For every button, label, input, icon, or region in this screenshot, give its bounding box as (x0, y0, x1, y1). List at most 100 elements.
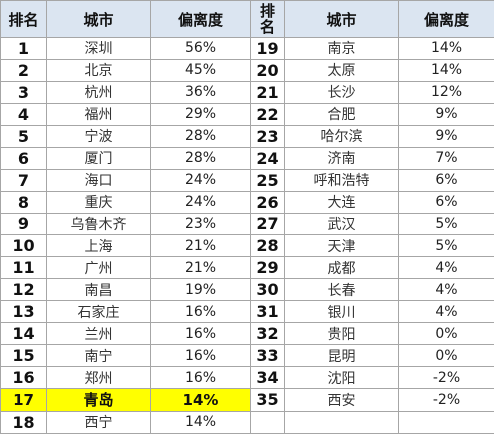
left-city-cell: 南昌 (46, 278, 151, 302)
left-deviation-cell: 36% (150, 80, 251, 104)
left-deviation-cell: 23% (150, 212, 251, 236)
right-rank-cell: 20 (250, 58, 285, 82)
left-city-cell: 宁波 (46, 124, 151, 148)
left-deviation-cell: 16% (150, 300, 251, 324)
left-rank-cell: 3 (0, 80, 47, 104)
table-row: 15 南宁 16% 33 昆明 0% (0, 344, 494, 368)
table-row: 11 广州 21% 29 成都 4% (0, 256, 494, 280)
left-city-cell: 北京 (46, 58, 151, 82)
table-row: 4 福州 29% 22 合肥 9% (0, 102, 494, 126)
right-deviation-cell: 9% (398, 102, 494, 126)
right-rank-cell: 27 (250, 212, 285, 236)
left-city-cell: 厦门 (46, 146, 151, 170)
right-deviation-cell: 12% (398, 80, 494, 104)
left-deviation-cell: 14% (150, 388, 251, 412)
left-city-cell: 深圳 (46, 37, 151, 60)
header-row: 排名 城市 偏离度 排名 城市 偏离度 (0, 0, 494, 38)
left-deviation-cell: 28% (150, 124, 251, 148)
table-row: 18 西宁 14% (0, 410, 494, 434)
right-city-cell: 大连 (284, 190, 399, 214)
left-city-cell: 福州 (46, 102, 151, 126)
right-deviation-cell: 0% (398, 322, 494, 346)
right-city-cell: 哈尔滨 (284, 124, 399, 148)
right-rank-cell: 26 (250, 190, 285, 214)
right-city-cell: 南京 (284, 37, 399, 60)
right-city-cell: 合肥 (284, 102, 399, 126)
left-deviation-cell: 16% (150, 344, 251, 368)
empty-cell (250, 410, 285, 434)
right-rank-cell: 35 (250, 388, 285, 412)
left-rank-cell: 8 (0, 190, 47, 214)
right-rank-cell: 30 (250, 278, 285, 302)
left-rank-cell: 14 (0, 322, 47, 346)
right-city-cell: 西安 (284, 388, 399, 412)
table-row: 8 重庆 24% 26 大连 6% (0, 190, 494, 214)
table-row: 7 海口 24% 25 呼和浩特 6% (0, 168, 494, 192)
left-city-cell: 广州 (46, 256, 151, 280)
left-deviation-cell: 14% (150, 410, 251, 434)
right-rank-cell: 29 (250, 256, 285, 280)
left-rank-cell: 15 (0, 344, 47, 368)
left-rank-cell: 6 (0, 146, 47, 170)
right-city-cell: 长沙 (284, 80, 399, 104)
left-rank-cell: 18 (0, 410, 47, 434)
left-city-cell: 南宁 (46, 344, 151, 368)
right-city-cell: 太原 (284, 58, 399, 82)
left-city-cell: 重庆 (46, 190, 151, 214)
right-city-cell: 成都 (284, 256, 399, 280)
left-deviation-cell: 19% (150, 278, 251, 302)
right-city-cell: 长春 (284, 278, 399, 302)
left-rank-cell: 4 (0, 102, 47, 126)
right-city-cell: 银川 (284, 300, 399, 324)
table-row: 5 宁波 28% 23 哈尔滨 9% (0, 124, 494, 148)
left-deviation-cell: 21% (150, 234, 251, 258)
right-deviation-cell: 7% (398, 146, 494, 170)
left-deviation-cell: 21% (150, 256, 251, 280)
right-rank-cell: 34 (250, 366, 285, 389)
header-deviation: 偏离度 (150, 0, 251, 38)
right-deviation-cell: 5% (398, 212, 494, 236)
right-rank-cell: 32 (250, 322, 285, 346)
header-rank-right: 排名 (250, 0, 285, 38)
left-deviation-cell: 28% (150, 146, 251, 170)
left-rank-cell: 7 (0, 168, 47, 192)
right-deviation-cell: 14% (398, 37, 494, 60)
right-rank-cell: 31 (250, 300, 285, 324)
right-city-cell: 济南 (284, 146, 399, 170)
left-deviation-cell: 24% (150, 168, 251, 192)
header-city: 城市 (46, 0, 151, 38)
right-deviation-cell: -2% (398, 388, 494, 412)
header-rank: 排名 (0, 0, 47, 38)
left-deviation-cell: 16% (150, 366, 251, 389)
left-rank-cell: 10 (0, 234, 47, 258)
left-rank-cell: 16 (0, 366, 47, 389)
left-city-cell: 上海 (46, 234, 151, 258)
table-row: 13 石家庄 16% 31 银川 4% (0, 300, 494, 324)
right-rank-cell: 21 (250, 80, 285, 104)
left-rank-cell: 5 (0, 124, 47, 148)
empty-cell (398, 410, 494, 434)
left-rank-cell: 2 (0, 58, 47, 82)
right-deviation-cell: 6% (398, 190, 494, 214)
left-rank-cell: 9 (0, 212, 47, 236)
right-rank-cell: 23 (250, 124, 285, 148)
left-rank-cell: 13 (0, 300, 47, 324)
right-city-cell: 呼和浩特 (284, 168, 399, 192)
right-deviation-cell: 4% (398, 300, 494, 324)
left-city-cell: 青岛 (46, 388, 151, 412)
right-city-cell: 沈阳 (284, 366, 399, 389)
table-row: 16 郑州 16% 34 沈阳 -2% (0, 366, 494, 389)
right-deviation-cell: 14% (398, 58, 494, 82)
right-rank-cell: 33 (250, 344, 285, 368)
right-city-cell: 贵阳 (284, 322, 399, 346)
left-deviation-cell: 45% (150, 58, 251, 82)
table-row: 17 青岛 14% 35 西安 -2% (0, 388, 494, 412)
right-deviation-cell: 4% (398, 256, 494, 280)
right-deviation-cell: 5% (398, 234, 494, 258)
left-city-cell: 杭州 (46, 80, 151, 104)
header-rank-right-text: 排名 (259, 2, 275, 36)
right-rank-cell: 19 (250, 37, 285, 60)
left-city-cell: 郑州 (46, 366, 151, 389)
left-city-cell: 兰州 (46, 322, 151, 346)
